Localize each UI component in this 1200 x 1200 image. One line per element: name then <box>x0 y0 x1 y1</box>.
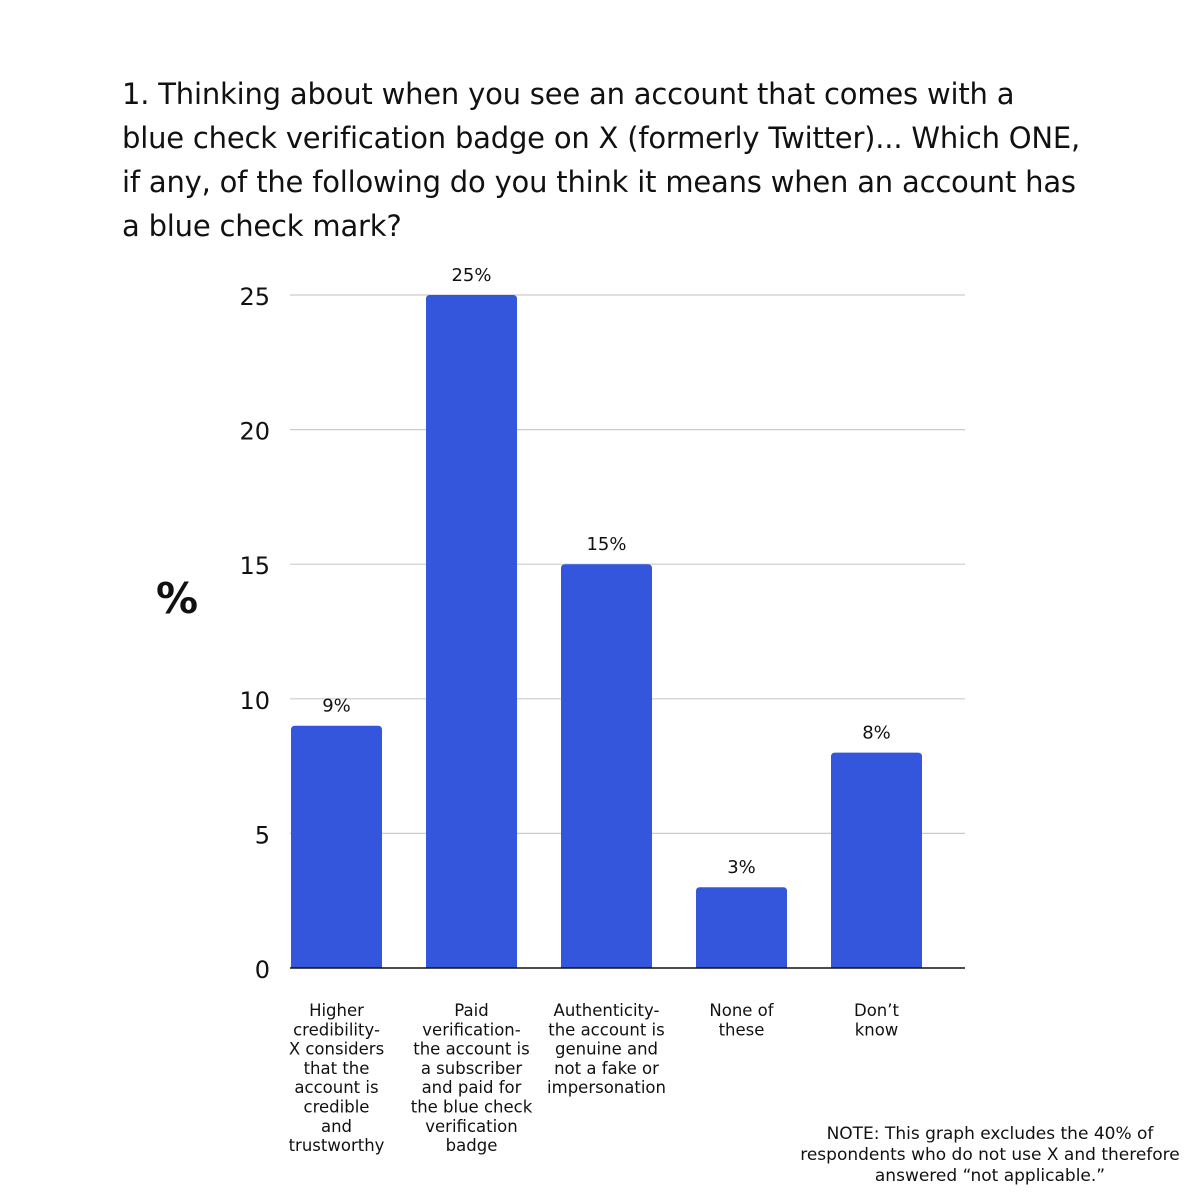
data-label: 25% <box>451 265 491 286</box>
data-label: 15% <box>586 534 626 555</box>
data-label: 8% <box>862 723 891 744</box>
bar <box>561 564 652 968</box>
y-tick-label: 20 <box>239 418 270 446</box>
x-tick-label: Don’t know <box>854 1001 900 1039</box>
bar <box>291 725 382 968</box>
y-tick-label: 10 <box>239 687 270 715</box>
data-label: 9% <box>322 696 351 717</box>
bar <box>831 752 922 968</box>
y-tick-label: 25 <box>239 283 270 311</box>
y-tick-label: 15 <box>239 552 270 580</box>
y-tick-label: 0 <box>255 956 270 984</box>
x-tick-label: Authenticity-the account is genuine and no… <box>547 1001 666 1097</box>
y-axis-label: % <box>156 574 199 623</box>
footnote: NOTE: This graph excludes the 40% of res… <box>800 1124 1180 1186</box>
x-tick-label: Higher credibility-X considers that the acc… <box>289 1001 385 1155</box>
chart-title: 1. Thinking about when you see an accoun… <box>122 77 1081 243</box>
x-tick-label: None of these <box>709 1001 774 1039</box>
y-tick-label: 5 <box>255 821 270 849</box>
bar <box>696 887 787 968</box>
x-tick-label: Paid verification-the account is a subscri… <box>411 1001 533 1155</box>
data-label: 3% <box>727 857 756 878</box>
bar <box>426 295 517 968</box>
